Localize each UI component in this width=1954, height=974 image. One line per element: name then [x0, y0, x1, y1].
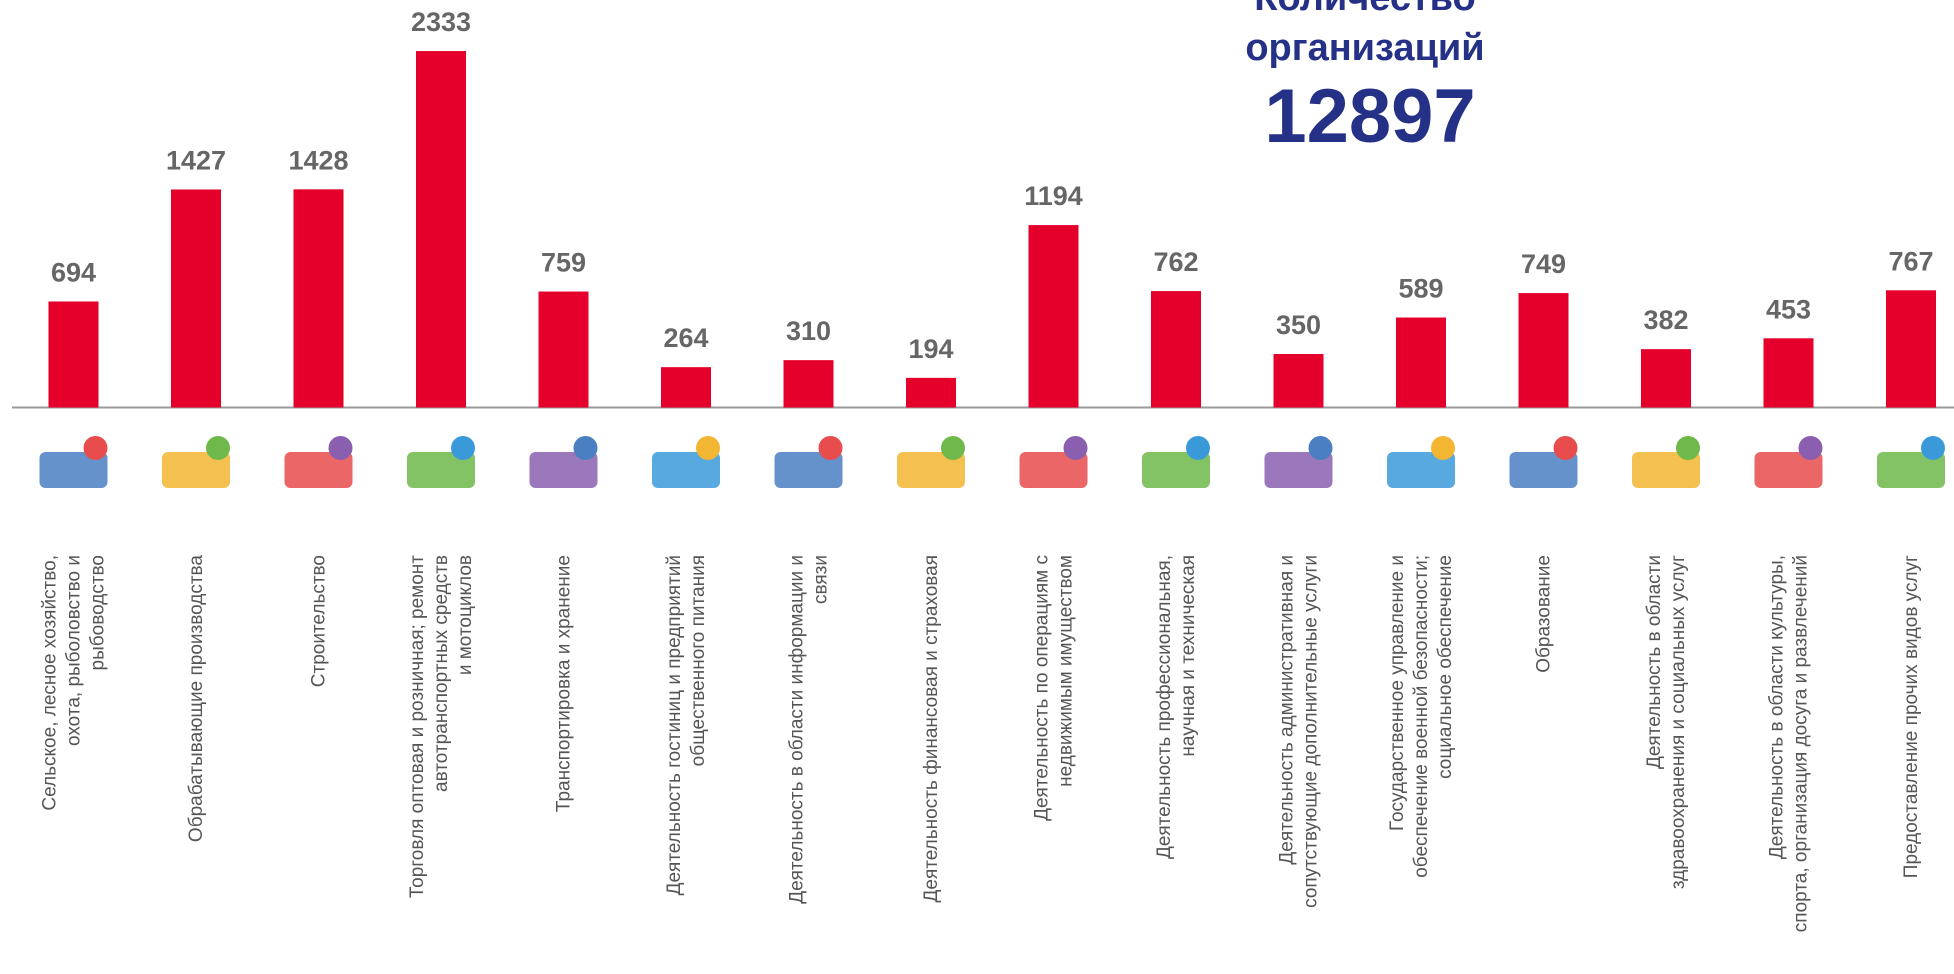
value-label: 1194	[1024, 181, 1083, 211]
total-value: 12897	[1264, 74, 1475, 159]
category-icon	[1019, 452, 1088, 488]
category-icon	[1921, 436, 1945, 460]
value-label: 589	[1398, 274, 1443, 304]
value-label: 2333	[411, 7, 471, 37]
value-label: 1427	[166, 145, 226, 175]
category-label: Деятельность административная и	[1277, 555, 1298, 865]
category-label: Деятельность в области культуры,	[1767, 555, 1788, 859]
category-icon	[1142, 452, 1210, 488]
category-icon	[897, 452, 965, 488]
bar	[906, 377, 956, 408]
category-icon	[1431, 436, 1455, 460]
category-icon	[1553, 436, 1578, 460]
chart-title: Количество	[1254, 0, 1475, 19]
value-label: 694	[51, 257, 96, 287]
value-label: 350	[1276, 310, 1321, 340]
category-icon	[1509, 452, 1578, 488]
category-label: Государственное управление и	[1387, 555, 1408, 831]
category-icon	[1387, 452, 1455, 488]
value-label: 264	[663, 323, 708, 353]
category-icon	[696, 436, 720, 460]
category-label: обеспечение военной безопасности;	[1411, 555, 1432, 878]
category-icon	[1798, 436, 1823, 460]
category-icon	[529, 452, 598, 488]
category-icon	[451, 436, 475, 460]
value-label: 310	[786, 316, 831, 346]
value-label: 767	[1888, 246, 1933, 276]
value-label: 762	[1153, 247, 1198, 277]
category-icon	[1754, 452, 1823, 488]
category-icon	[1264, 452, 1333, 488]
category-icon	[407, 452, 475, 488]
value-label: 453	[1766, 294, 1811, 324]
category-label: Сельское, лесное хозяйство,	[40, 555, 61, 811]
bar	[1641, 349, 1691, 408]
category-label: рыбоводство	[88, 555, 109, 670]
value-label: 1428	[288, 145, 348, 175]
bar	[48, 301, 99, 408]
value-label: 749	[1521, 249, 1566, 279]
category-icon	[1186, 436, 1210, 460]
value-label: 759	[541, 248, 586, 278]
bar	[171, 189, 221, 408]
category-icon	[328, 436, 353, 460]
category-label: Предоставление прочих видов услуг	[1901, 555, 1922, 878]
bar	[1273, 354, 1324, 408]
category-label: Деятельность в области	[1644, 555, 1665, 769]
bar	[1763, 338, 1814, 408]
category-label: Деятельность по операциям с	[1032, 555, 1053, 821]
value-label: 382	[1643, 305, 1688, 335]
category-label: научная и техническая	[1178, 555, 1199, 757]
category-label: недвижимым имуществом	[1056, 555, 1077, 787]
category-label: Образование	[1534, 555, 1555, 673]
chart-title: организаций	[1245, 27, 1484, 69]
value-label: 194	[908, 334, 953, 364]
category-label: Деятельность гостиниц и предприятий	[664, 555, 685, 895]
bar	[293, 189, 344, 408]
category-icon	[1063, 436, 1088, 460]
category-label: связи	[811, 555, 832, 604]
category-label: сопутствующие дополнительные услуги	[1301, 555, 1322, 908]
bar	[1886, 290, 1936, 408]
category-label: Деятельность профессиональная,	[1154, 555, 1175, 859]
bar	[416, 51, 466, 408]
bar	[1396, 317, 1446, 408]
bar	[538, 291, 589, 408]
category-label: общественного питания	[688, 555, 709, 766]
category-icon	[573, 436, 598, 460]
category-label: охота, рыболовство и	[64, 555, 85, 746]
category-icon	[941, 436, 965, 460]
category-label: и мотоциклов	[455, 555, 476, 675]
bar	[1028, 225, 1079, 408]
category-label: здравоохранения и социальных услуг	[1668, 555, 1689, 889]
category-icon	[284, 452, 353, 488]
category-icon	[83, 436, 108, 460]
category-label: Торговля оптовая и розничная; ремонт	[407, 555, 428, 898]
bar	[783, 360, 834, 408]
category-icon	[162, 452, 230, 488]
bar	[1151, 291, 1201, 408]
category-label: Деятельность в области информации и	[787, 555, 808, 904]
category-icon	[652, 452, 720, 488]
category-icon	[206, 436, 230, 460]
category-icon	[1676, 436, 1700, 460]
category-label: спорта, организация досуга и развлечений	[1791, 555, 1812, 932]
category-icon	[774, 452, 843, 488]
category-label: Транспортировка и хранение	[554, 555, 575, 812]
category-icon	[1877, 452, 1945, 488]
category-label: Деятельность финансовая и страховая	[921, 555, 942, 902]
category-label: социальное обеспечение	[1435, 555, 1456, 779]
bar	[1518, 293, 1569, 408]
category-icon	[39, 452, 108, 488]
category-icon	[1632, 452, 1700, 488]
category-label: автотранспортных средств	[431, 555, 452, 792]
bar	[661, 367, 711, 408]
category-label: Обрабатывающие производства	[186, 555, 207, 842]
category-icon	[1308, 436, 1333, 460]
category-icon	[818, 436, 843, 460]
category-label: Строительство	[309, 555, 330, 687]
